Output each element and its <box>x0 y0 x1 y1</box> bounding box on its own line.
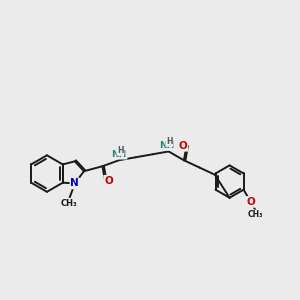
Text: O: O <box>246 197 255 207</box>
Text: CH₃: CH₃ <box>248 210 264 219</box>
Text: NH: NH <box>111 150 127 159</box>
Text: O: O <box>104 176 113 186</box>
Text: H: H <box>117 146 124 155</box>
Text: CH₃: CH₃ <box>61 199 78 208</box>
Text: N: N <box>70 178 79 188</box>
Text: H: H <box>166 137 172 146</box>
Text: O: O <box>178 141 187 151</box>
Text: NH: NH <box>160 141 175 150</box>
